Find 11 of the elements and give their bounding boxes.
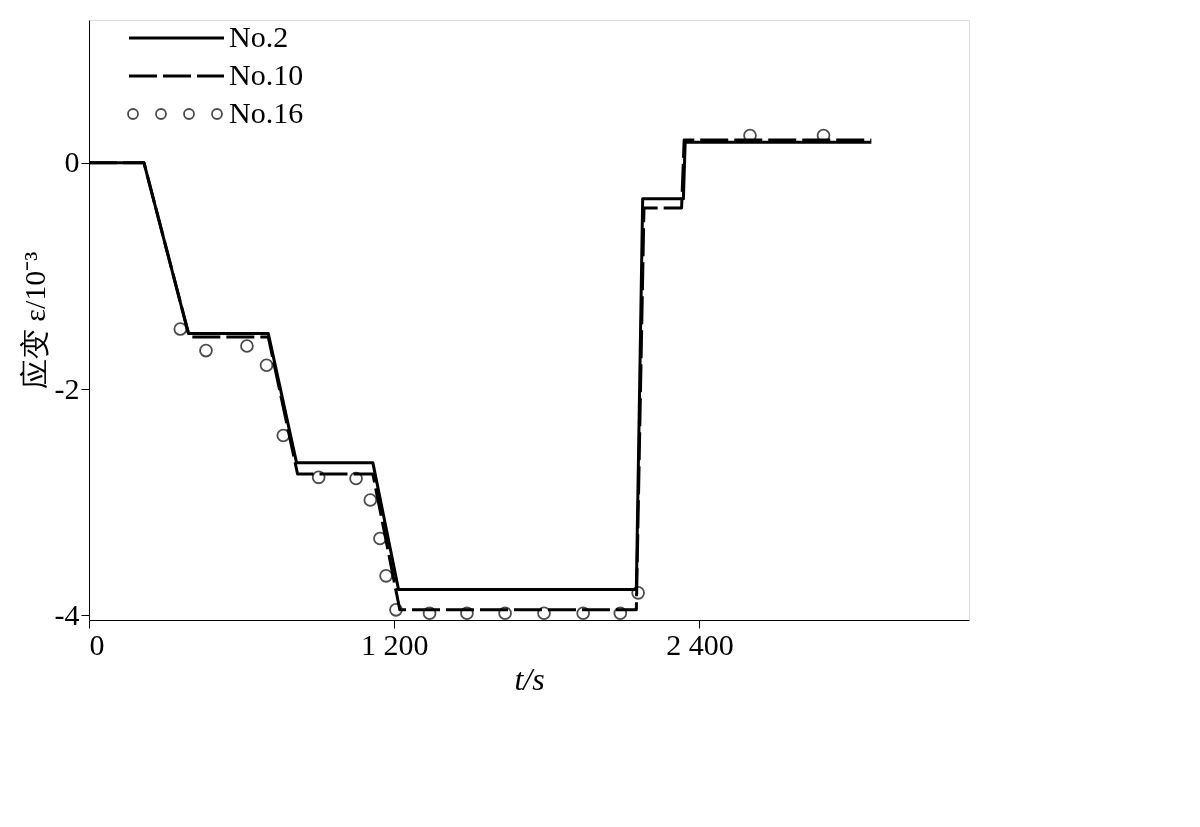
x-axis-title: t/s [514, 660, 545, 697]
x-tick-label: 2 400 [666, 627, 734, 661]
y-axis-title: 应变 ε/10⁻³ [17, 251, 51, 390]
y-tick-label: -2 [54, 371, 80, 405]
x-tick-label: 0 [89, 627, 105, 661]
y-tick-label: -4 [54, 597, 80, 631]
legend-label: No.10 [229, 58, 304, 91]
x-tick-label: 1 200 [360, 627, 429, 661]
legend-label: No.2 [229, 20, 289, 53]
legend-label: No.16 [229, 96, 304, 129]
y-tick-label: 0 [64, 145, 80, 179]
